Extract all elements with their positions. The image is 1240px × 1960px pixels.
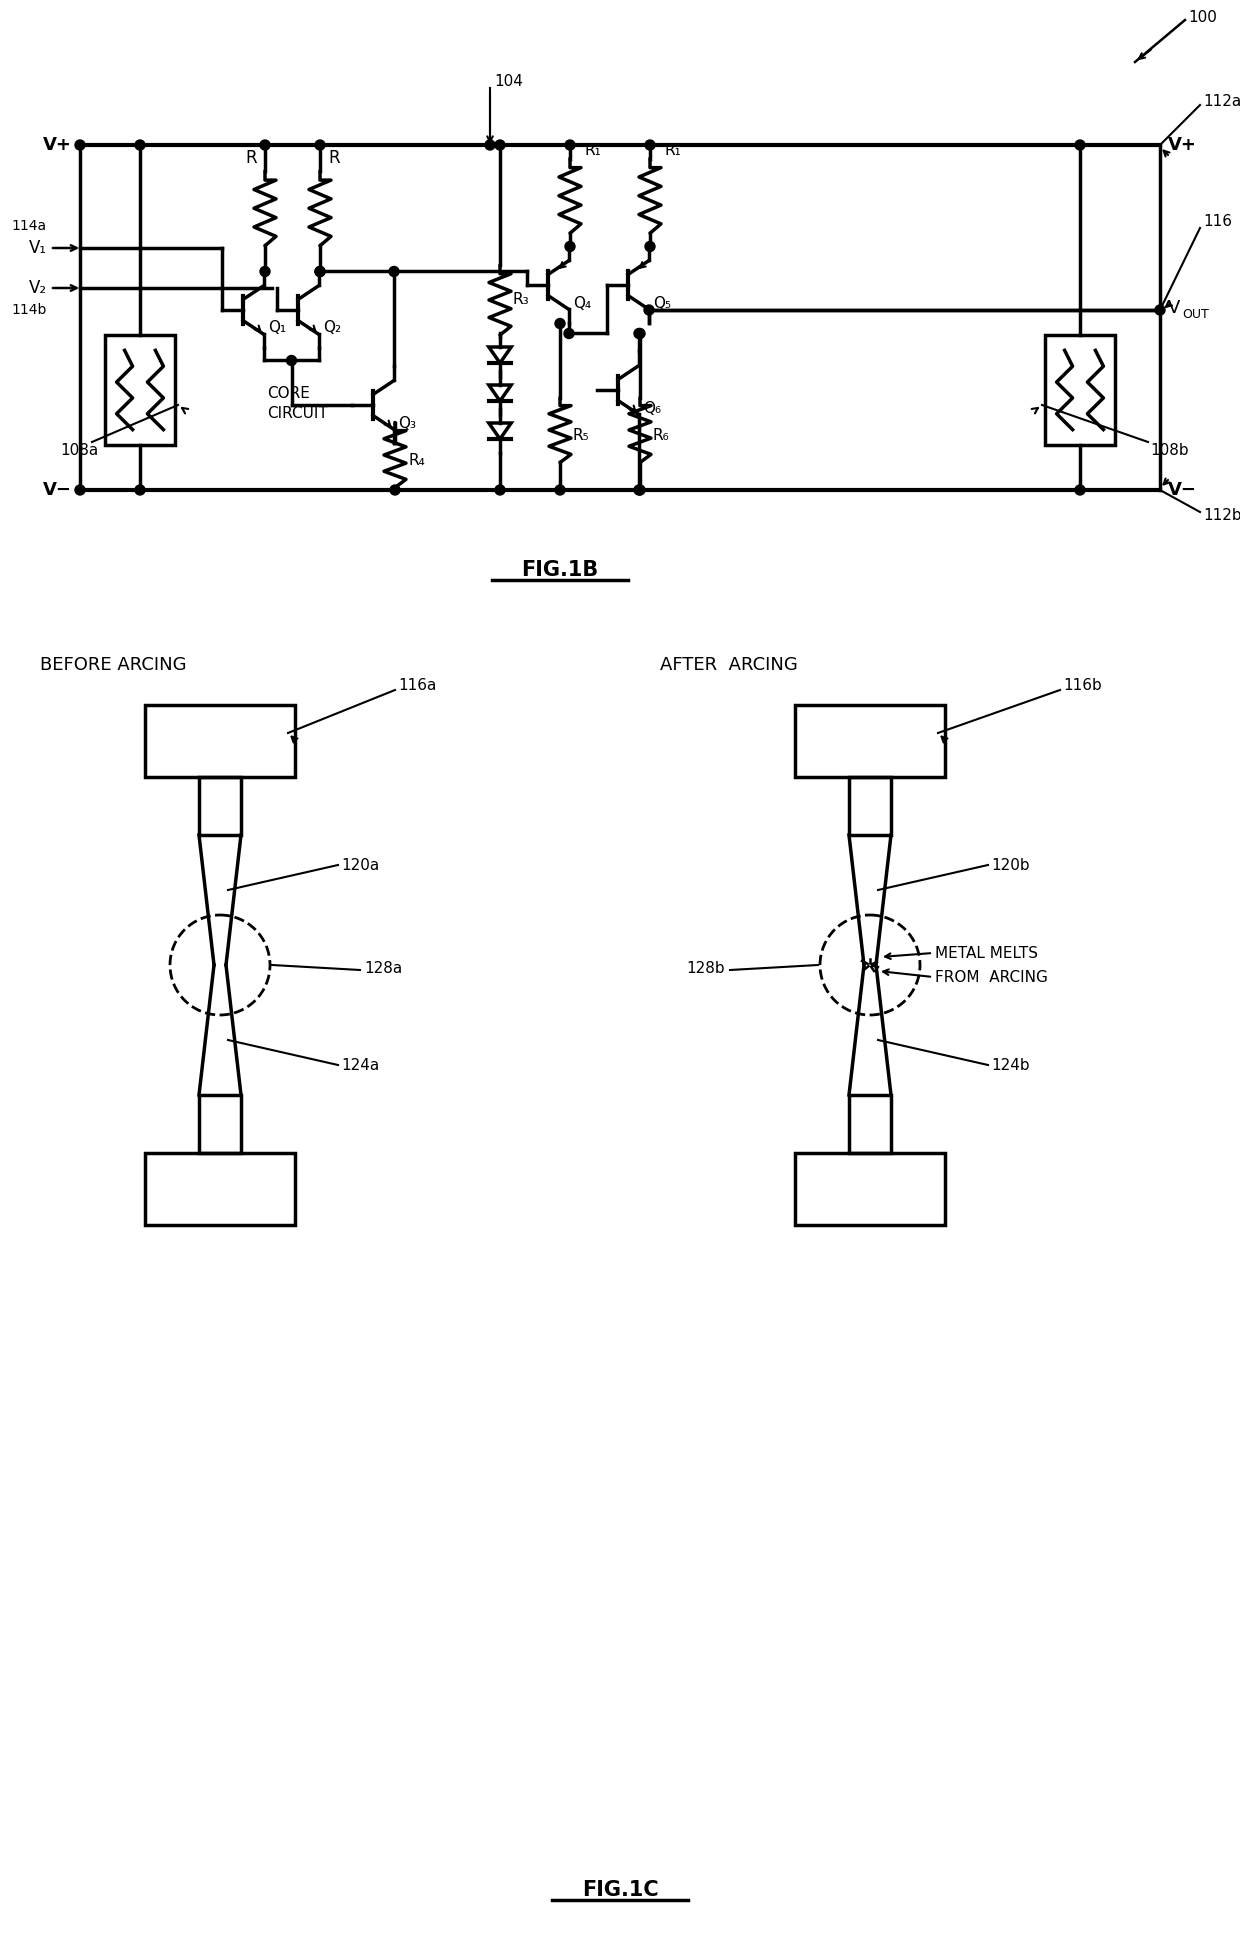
Circle shape [564,329,574,339]
Circle shape [635,329,645,339]
Text: 120a: 120a [341,858,379,872]
Text: Q₆: Q₆ [642,400,661,416]
Text: 114b: 114b [11,304,47,318]
Circle shape [391,484,401,496]
Text: R: R [329,149,340,167]
Circle shape [634,329,644,339]
Circle shape [565,241,575,251]
Circle shape [635,484,645,496]
Circle shape [315,267,325,276]
Bar [105,335,175,445]
Circle shape [135,139,145,151]
Circle shape [1075,484,1085,496]
Text: CIRCUIT: CIRCUIT [267,406,327,421]
Text: V₁: V₁ [29,239,47,257]
Text: OUT: OUT [1182,308,1209,321]
Text: V: V [1168,300,1180,318]
Circle shape [260,139,270,151]
Text: R₅: R₅ [573,427,590,443]
Circle shape [389,267,399,276]
Text: R₁: R₁ [663,143,681,159]
Text: R₁: R₁ [584,143,600,159]
Text: 116b: 116b [1063,678,1102,692]
Circle shape [495,484,505,496]
Circle shape [74,484,86,496]
Text: V+: V+ [1168,135,1197,155]
Text: BEFORE ARCING: BEFORE ARCING [40,657,186,674]
Bar [198,776,241,835]
Text: FIG.1B: FIG.1B [521,561,599,580]
Circle shape [135,484,145,496]
Text: Q₅: Q₅ [652,296,671,310]
Text: 128b: 128b [687,960,725,976]
Text: 120b: 120b [991,858,1029,872]
Text: V−: V− [43,480,72,500]
Bar [849,776,892,835]
Bar [1045,335,1115,445]
Text: V−: V− [1168,480,1197,500]
Circle shape [1075,139,1085,151]
Text: METAL MELTS: METAL MELTS [935,945,1038,960]
Circle shape [556,318,565,329]
Text: 124b: 124b [991,1058,1029,1072]
Text: Q₃: Q₃ [398,416,415,431]
Text: Q₄: Q₄ [573,296,591,310]
Circle shape [644,306,653,316]
Circle shape [286,355,296,365]
Text: Q₁: Q₁ [268,321,286,335]
Text: 124a: 124a [341,1058,379,1072]
Circle shape [645,241,655,251]
Circle shape [315,139,325,151]
Text: R: R [246,149,257,167]
Circle shape [634,484,644,496]
Text: FROM  ARCING: FROM ARCING [935,970,1048,984]
Text: 108a: 108a [60,443,98,457]
Bar [145,706,295,776]
Text: 116: 116 [1203,214,1233,229]
Circle shape [315,267,325,276]
Circle shape [485,139,495,151]
Bar [198,1096,241,1152]
Text: V+: V+ [43,135,72,155]
Text: 104: 104 [494,74,523,90]
Text: AFTER  ARCING: AFTER ARCING [660,657,797,674]
Circle shape [556,484,565,496]
Text: V₂: V₂ [29,278,47,298]
Circle shape [1154,306,1166,316]
Text: 114a: 114a [12,220,47,233]
Circle shape [645,139,655,151]
Text: R₆: R₆ [653,427,670,443]
Text: 100: 100 [1188,10,1216,24]
Text: CORE: CORE [267,386,310,400]
Text: R₄: R₄ [408,453,425,468]
Text: 112b: 112b [1203,508,1240,523]
Text: 112a: 112a [1203,94,1240,110]
Circle shape [495,139,505,151]
Text: 108b: 108b [1149,443,1189,457]
Text: FIG.1C: FIG.1C [582,1880,658,1899]
Text: R₃: R₃ [513,292,529,308]
Bar [145,1152,295,1225]
Circle shape [260,267,270,276]
Text: Q₂: Q₂ [322,321,341,335]
Circle shape [74,139,86,151]
Circle shape [565,139,575,151]
Bar [795,1152,945,1225]
Bar [795,706,945,776]
Text: 116a: 116a [398,678,436,692]
Text: 128a: 128a [365,960,402,976]
Bar [849,1096,892,1152]
